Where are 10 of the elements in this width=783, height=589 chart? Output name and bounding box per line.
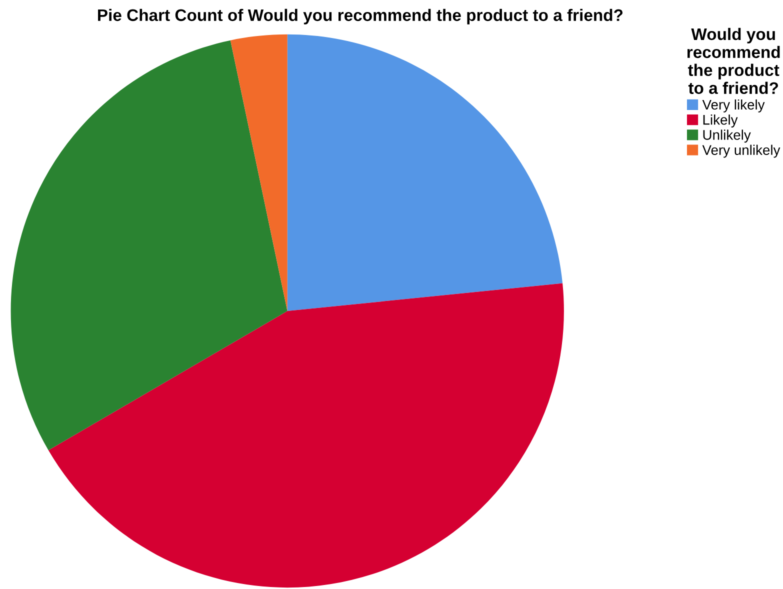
legend-label: Very likely bbox=[702, 99, 765, 112]
legend-label: Very unlikely bbox=[702, 144, 780, 158]
pie-slice bbox=[287, 34, 563, 311]
legend-title: Would you recommend the product to a friend? bbox=[687, 28, 780, 94]
legend-label: Unlikely bbox=[703, 130, 751, 143]
pie-slice bbox=[10, 40, 288, 450]
pie-slice bbox=[48, 283, 564, 588]
pie-slice bbox=[230, 34, 288, 311]
legend-label: Likely bbox=[703, 114, 738, 128]
chart-title: Pie Chart Count of Would you recommend the product to a friend? bbox=[98, 8, 623, 24]
